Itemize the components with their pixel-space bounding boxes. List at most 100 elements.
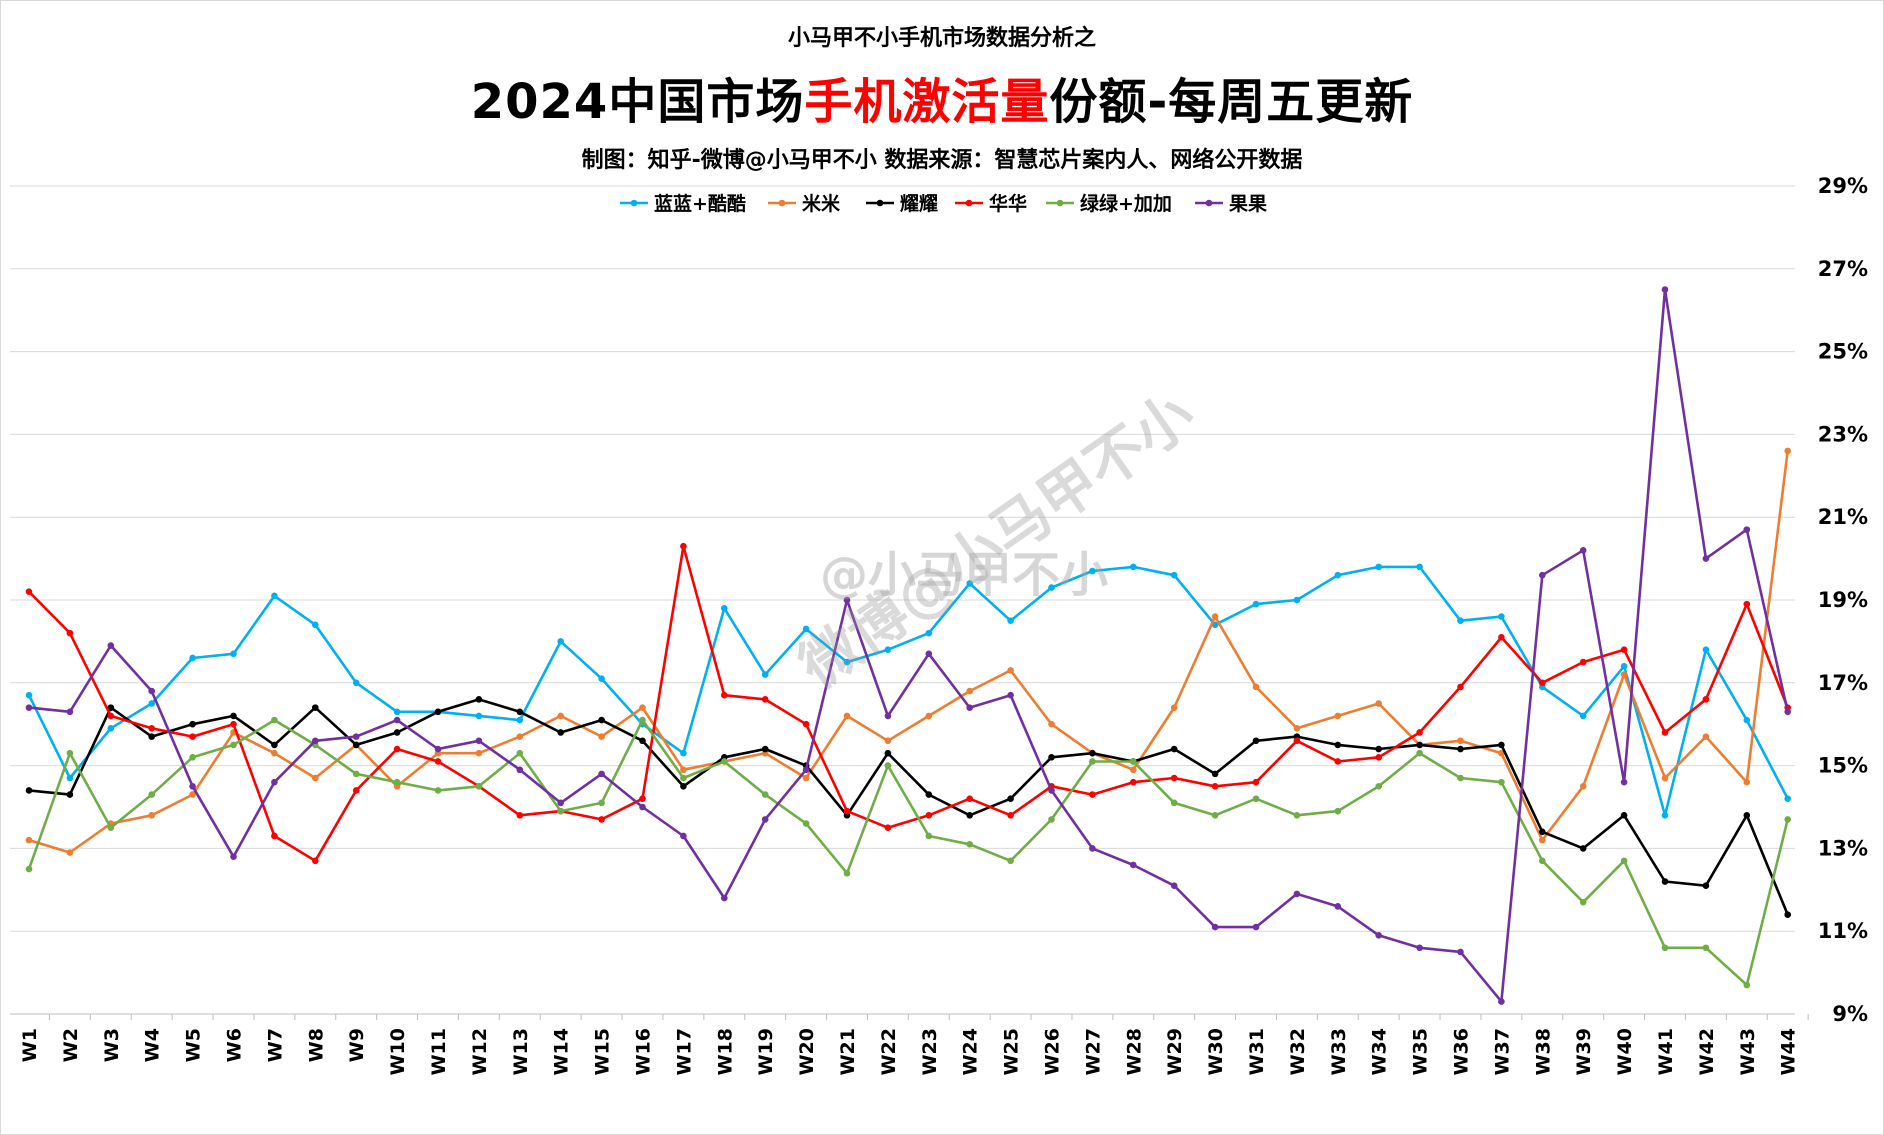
data-point-s6 [352, 733, 360, 740]
x-tick-label: W38 [1532, 1028, 1554, 1075]
data-point-s2 [557, 712, 564, 720]
data-point-s1 [721, 604, 728, 612]
data-point-s5 [1334, 807, 1342, 815]
data-point-s1 [1089, 567, 1096, 575]
data-point-s3 [557, 729, 564, 736]
x-tick-label: W19 [755, 1028, 777, 1075]
x-tick-label: W18 [714, 1028, 736, 1075]
data-point-s6 [1293, 890, 1301, 898]
data-point-s6 [1620, 778, 1628, 786]
x-tick-label: W20 [796, 1028, 818, 1075]
data-point-s2 [516, 733, 524, 740]
title-prefix: 2024中国市场 [470, 74, 805, 130]
legend-swatch-dot [778, 199, 786, 207]
x-tick-label: W4 [142, 1028, 164, 1062]
data-point-s1 [843, 658, 851, 666]
data-point-s1 [1702, 646, 1710, 653]
x-tick-label: W12 [469, 1028, 491, 1075]
data-point-s6 [721, 894, 728, 902]
data-point-s3 [352, 741, 360, 749]
data-point-s3 [1252, 737, 1260, 745]
y-tick-label: 21% [1818, 505, 1868, 529]
data-point-s6 [1089, 845, 1096, 852]
data-point-s5 [1784, 816, 1791, 823]
data-point-s1 [1007, 617, 1014, 624]
data-point-s4 [925, 811, 933, 819]
chart-subtitle: 制图：知乎-微博@小马甲不小 数据来源：智慧芯片案内人、网络公开数据 [581, 148, 1303, 173]
data-point-s2 [1498, 749, 1505, 757]
x-tick-label: W5 [183, 1028, 205, 1062]
data-point-s6 [557, 799, 564, 807]
series-line-6 [28, 288, 1789, 1003]
data-point-s5 [761, 791, 769, 798]
data-point-s1 [925, 629, 933, 637]
legend-swatch-dot [1056, 199, 1064, 207]
data-point-s1 [148, 700, 155, 707]
legend-swatch-dot [965, 199, 973, 207]
data-point-s4 [230, 720, 237, 728]
x-tick-label: W22 [878, 1028, 900, 1075]
data-point-s3 [1048, 754, 1055, 761]
data-point-s3 [966, 811, 973, 819]
data-point-s1 [312, 621, 319, 629]
data-point-s5 [271, 716, 278, 724]
x-tick-label: W16 [633, 1028, 655, 1075]
data-point-s5 [393, 778, 401, 786]
data-point-s6 [312, 737, 319, 745]
y-tick-label: 9% [1832, 1002, 1868, 1026]
data-point-s5 [475, 783, 483, 790]
y-tick-label: 17% [1818, 671, 1868, 695]
legend-swatch-dot [1205, 199, 1213, 207]
data-point-s2 [925, 712, 933, 720]
data-point-s5 [1211, 811, 1219, 819]
legend-label: 耀耀 [900, 193, 938, 215]
data-point-s5 [434, 787, 442, 794]
data-point-s4 [1702, 696, 1710, 703]
data-point-s4 [1743, 600, 1751, 608]
data-point-s3 [475, 696, 483, 703]
data-point-s2 [1784, 447, 1791, 455]
data-point-s5 [148, 791, 155, 798]
chart-title: 2024中国市场手机激活量份额-每周五更新 [0, 62, 1884, 132]
data-point-s3 [312, 704, 319, 711]
x-tick-label: W43 [1737, 1028, 1759, 1075]
data-point-s3 [680, 783, 687, 790]
data-point-s1 [1579, 712, 1587, 720]
x-tick-label: W33 [1328, 1028, 1350, 1075]
data-point-s3 [1007, 795, 1014, 803]
data-point-s2 [843, 712, 851, 720]
x-tick-label: W42 [1696, 1028, 1718, 1075]
data-point-s1 [1784, 795, 1791, 803]
data-point-s6 [1702, 555, 1710, 562]
data-point-s3 [230, 712, 237, 720]
data-point-s6 [1539, 571, 1546, 579]
data-point-s6 [1416, 944, 1423, 952]
data-point-s6 [843, 596, 851, 604]
data-point-s4 [843, 807, 851, 815]
data-point-s5 [1416, 749, 1423, 757]
data-point-s5 [598, 799, 605, 807]
data-point-s4 [1293, 737, 1301, 745]
data-point-s4 [966, 795, 973, 803]
x-tick-label: W7 [264, 1028, 286, 1062]
data-point-s1 [1661, 811, 1669, 819]
data-point-s5 [1048, 816, 1055, 823]
data-point-s3 [393, 729, 401, 736]
data-point-s3 [1743, 811, 1751, 819]
data-point-s1 [1457, 617, 1464, 624]
data-point-s4 [1539, 679, 1546, 687]
data-point-s3 [66, 791, 74, 798]
data-point-s4 [1211, 783, 1219, 790]
data-point-s4 [1620, 646, 1628, 653]
data-point-s6 [761, 816, 769, 823]
legend-label: 果果 [1228, 193, 1267, 215]
watermark-plain: @小马甲不小 [820, 547, 1109, 603]
data-point-s5 [1457, 774, 1464, 782]
data-point-s4 [639, 795, 646, 803]
data-point-s5 [25, 865, 33, 873]
y-tick-label: 19% [1818, 588, 1868, 612]
data-point-s5 [721, 758, 728, 765]
data-point-s1 [966, 580, 973, 587]
x-tick-label: W30 [1205, 1028, 1227, 1075]
data-point-s6 [1743, 526, 1751, 533]
